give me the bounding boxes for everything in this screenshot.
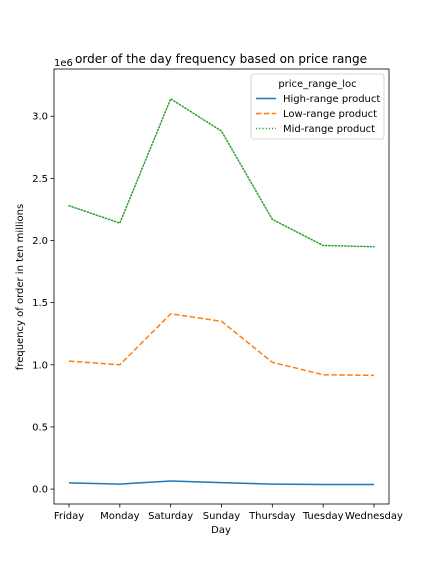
plot-area: 0.0 0.5 1.0 1.5 2.0 2.5 3.0 Friday Monday Saturda… xyxy=(32,68,403,522)
series-line xyxy=(68,480,374,486)
y-tick-label: 0.5 xyxy=(32,422,48,433)
chart-title: order of the day frequency based on pric… xyxy=(75,52,367,66)
y-tick-label: 3.0 xyxy=(32,112,48,123)
legend-title: price_range_loc xyxy=(278,79,356,90)
series-line xyxy=(68,313,375,377)
y-tick-label: 1.0 xyxy=(32,360,48,371)
legend: price_range_loc High-range product Low-ran… xyxy=(250,73,385,140)
x-tick-label: Wednesday xyxy=(345,511,403,522)
x-tick-label: Saturday xyxy=(148,511,193,522)
x-tick-label: Friday xyxy=(54,511,84,522)
y-offset-text: 1e6 xyxy=(54,58,73,69)
y-tick-label: 1.5 xyxy=(32,298,48,309)
x-tick-label: Thursday xyxy=(248,511,296,522)
y-tick-label: 0.0 xyxy=(32,485,48,496)
x-axis-label: Day xyxy=(211,525,231,536)
y-axis-label: frequency of order in ten millions xyxy=(15,204,26,370)
x-tick-label: Monday xyxy=(100,511,140,522)
y-tick-label: 2.5 xyxy=(32,174,48,185)
legend-box xyxy=(250,73,385,140)
x-tick-label: Sunday xyxy=(203,511,240,522)
x-tick-label: Tuesday xyxy=(302,511,344,522)
y-tick-label: 2.0 xyxy=(32,236,48,247)
series-line xyxy=(68,98,375,248)
legend-entry: Mid-range product xyxy=(283,124,375,135)
legend-entry: Low-range product xyxy=(283,109,377,120)
legend-entry: High-range product xyxy=(283,94,380,105)
